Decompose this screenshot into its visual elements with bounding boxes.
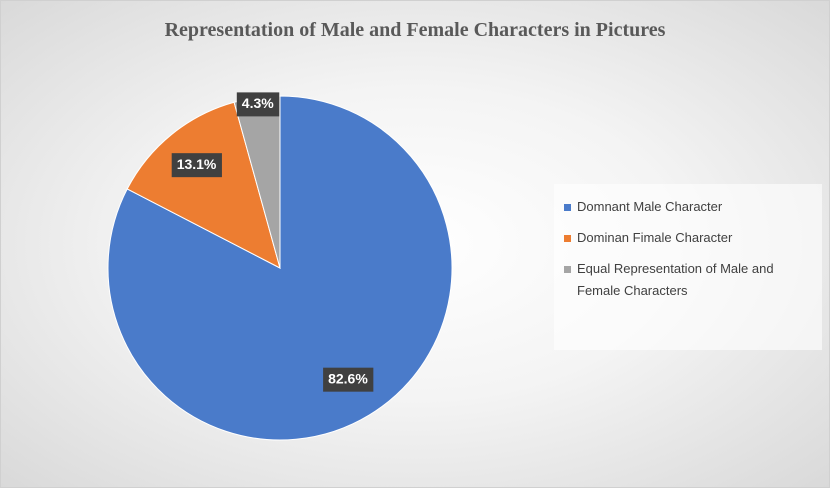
legend-entry: Domnant Male Character xyxy=(564,196,816,218)
legend: Domnant Male Character Dominan Fimale Cha… xyxy=(554,184,822,350)
data-label-text: 82.6% xyxy=(328,370,368,386)
legend-swatch xyxy=(564,204,571,211)
data-label-text: 4.3% xyxy=(242,95,274,111)
data-label-box xyxy=(171,153,222,178)
data-label: 4.3% xyxy=(236,92,280,117)
legend-entry: Dominan Fimale Character xyxy=(564,227,816,249)
legend-label: Domnant Male Character xyxy=(577,199,723,214)
data-label: 13.1% xyxy=(171,153,222,178)
data-label-box xyxy=(236,92,280,117)
data-label: 82.6% xyxy=(323,367,374,392)
legend-label: Dominan Fimale Character xyxy=(577,230,733,245)
data-label-box xyxy=(323,367,374,392)
chart-title: Representation of Male and Female Charac… xyxy=(164,19,666,41)
legend-swatch xyxy=(564,235,571,242)
legend-entry: Equal Representation of Male and Female … xyxy=(564,258,816,302)
data-label-text: 13.1% xyxy=(177,156,217,172)
legend-label: Equal Representation of Male and Female … xyxy=(577,261,774,298)
legend-swatch xyxy=(564,266,571,273)
pie-slice xyxy=(126,101,281,269)
